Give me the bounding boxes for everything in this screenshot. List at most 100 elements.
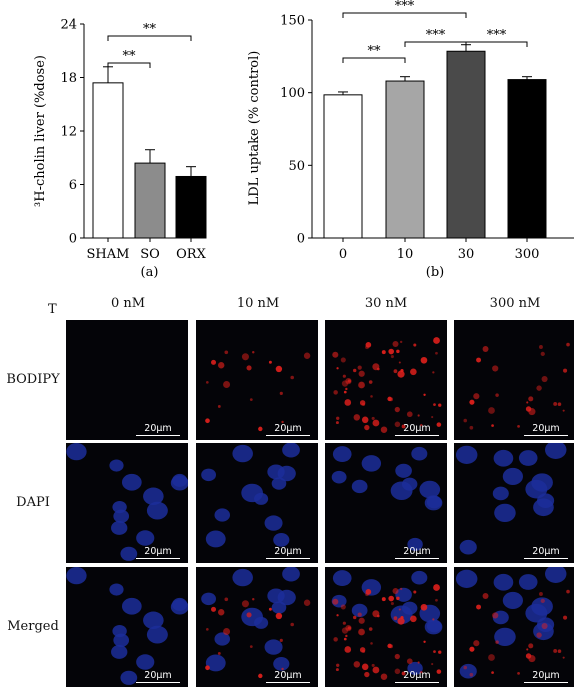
lipid-droplet (566, 342, 570, 347)
nucleus (502, 591, 523, 610)
lipid-droplet (390, 354, 394, 359)
lipid-droplet (365, 342, 372, 348)
lipid-droplet (557, 649, 562, 654)
lipid-droplet (393, 369, 398, 374)
lipid-droplet (345, 634, 348, 638)
nucleus (494, 627, 516, 647)
scale-bar-label: 20μm (144, 422, 172, 434)
lipid-droplet (566, 589, 570, 594)
lipid-droplet (517, 671, 520, 675)
lipid-droplet (488, 654, 495, 661)
lipid-droplet (398, 608, 401, 611)
scale-bar: 20μm (136, 670, 180, 683)
lipid-droplet (372, 419, 380, 427)
panel-label: (a) (141, 265, 159, 280)
lipid-droplet (335, 668, 339, 672)
lipid-droplet (223, 381, 231, 388)
bar-charts: 0 6 12 18 24 ³H-cholin liver (%dose) SHAM SO ORX… (33, 0, 574, 280)
significance-bracket (107, 62, 151, 68)
fluorescence-image (66, 567, 188, 685)
lipid-droplet (357, 612, 362, 617)
lipid-droplet (401, 671, 406, 676)
lipid-droplet (410, 615, 417, 623)
lipid-droplet (332, 351, 339, 358)
lipid-droplet (224, 350, 229, 355)
lipid-droplet (495, 393, 499, 397)
nucleus (361, 455, 382, 472)
row-label-dapi: DAPI (16, 495, 50, 510)
lipid-droplet (371, 663, 375, 667)
scale-bar-line (524, 557, 568, 559)
nucleus (113, 633, 130, 647)
nucleus (205, 654, 226, 672)
lipid-droplet (335, 421, 339, 425)
chart-b: 0 50 100 150 LDL uptake (% control) 0 10 30 300 (… (247, 0, 574, 280)
lipid-droplet (476, 357, 482, 363)
lipid-droplet (343, 637, 347, 641)
nucleus (459, 663, 477, 679)
nucleus (120, 670, 138, 685)
nucleus (232, 568, 253, 587)
scale-bar-label: 20μm (274, 545, 302, 557)
lipid-droplet (539, 592, 543, 596)
lipid-droplet (406, 658, 413, 665)
y-tick-label: 24 (60, 18, 77, 33)
lipid-droplet (388, 348, 395, 355)
lipid-droplet (344, 399, 352, 406)
nucleus (121, 597, 142, 615)
lipid-droplet (342, 621, 346, 625)
lipid-droplet (380, 673, 388, 680)
lipid-droplet (217, 405, 221, 408)
lipid-droplet (343, 390, 347, 394)
lipid-droplet (435, 351, 438, 355)
micrograph-panel: 20μm (66, 567, 188, 687)
lipid-droplet (275, 612, 283, 620)
lipid-droplet (433, 584, 440, 591)
fluorescence-image (455, 443, 567, 555)
fluorescence-image (331, 570, 443, 680)
micrograph-panel: 20μm (325, 443, 447, 563)
lipid-droplet (279, 391, 283, 395)
lipid-droplet (345, 387, 348, 391)
lipid-droplet (553, 649, 558, 653)
x-tick-label: 0 (339, 247, 347, 262)
nucleus (332, 446, 352, 463)
lipid-droplet (387, 643, 392, 649)
lipid-droplet (410, 368, 417, 376)
lipid-droplet (392, 341, 399, 348)
nucleus (411, 446, 428, 461)
lipid-droplet (431, 662, 434, 666)
lipid-droplet (482, 593, 489, 599)
x-tick-label: SO (140, 247, 160, 262)
lipid-droplet (387, 396, 392, 402)
nucleus (201, 468, 217, 482)
lipid-droplet (358, 628, 365, 636)
lipid-droplet (398, 361, 401, 364)
lipid-droplet (336, 367, 339, 370)
lipid-droplet (358, 381, 365, 389)
lipid-droplet (358, 617, 365, 624)
lipid-droplet (246, 612, 252, 618)
lipid-droplet (438, 403, 442, 407)
scale-bar-line (136, 557, 180, 559)
lipid-droplet (370, 642, 373, 645)
lipid-droplet (420, 423, 423, 427)
lipid-droplet (303, 599, 311, 606)
fluorescence-image (463, 342, 570, 430)
fluorescence-image (332, 337, 442, 433)
nucleus (271, 601, 287, 614)
lipid-droplet (394, 421, 401, 428)
lipid-droplet (397, 617, 405, 625)
nucleus (390, 481, 413, 501)
lipid-droplet (380, 426, 388, 433)
significance-bracket (342, 57, 406, 63)
y-tick-label: 0 (69, 232, 77, 247)
nucleus (531, 473, 553, 492)
lipid-droplet (336, 416, 340, 420)
micrograph-panel: 20μm (325, 567, 447, 687)
lipid-droplet (436, 669, 442, 674)
nucleus (143, 611, 164, 630)
bar (175, 175, 207, 239)
nucleus (241, 483, 263, 503)
y-tick-label: 150 (280, 14, 305, 29)
